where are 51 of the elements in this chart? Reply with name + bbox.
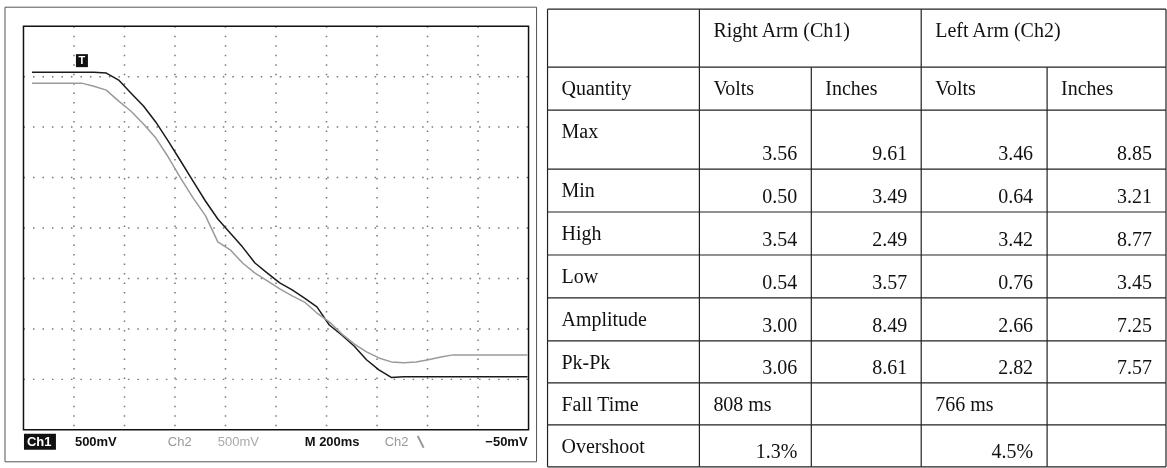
text: Volts xyxy=(713,77,755,100)
text: Low xyxy=(561,264,599,287)
text: High xyxy=(561,221,602,244)
text: 0.64 xyxy=(998,185,1034,208)
text: Inches xyxy=(1061,77,1114,100)
text: 500mV xyxy=(217,433,260,449)
text: Left Arm (Ch2) xyxy=(935,19,1061,42)
text: Inches xyxy=(825,77,878,100)
text: 8.49 xyxy=(872,313,908,336)
text: 1.3% xyxy=(755,439,798,462)
text: 7.25 xyxy=(1117,313,1153,336)
text: 3.49 xyxy=(872,185,908,208)
text: 8.77 xyxy=(1117,227,1153,250)
text: 808 ms xyxy=(713,392,772,415)
text: 3.00 xyxy=(762,313,798,336)
text: Quantity xyxy=(561,77,632,100)
text: 3.56 xyxy=(762,142,798,165)
text: Amplitude xyxy=(561,307,647,330)
text: 2.66 xyxy=(998,313,1034,336)
text: Max xyxy=(561,120,599,143)
text: Right Arm (Ch1) xyxy=(713,19,850,42)
text: 0.54 xyxy=(762,270,798,293)
text: Ch1 xyxy=(26,433,52,449)
text: 4.5% xyxy=(991,439,1034,462)
text: 3.46 xyxy=(998,142,1034,165)
text: Volts xyxy=(935,77,976,100)
text: M 200ms xyxy=(304,433,360,449)
text: 3.06 xyxy=(762,355,798,378)
text: 7.57 xyxy=(1117,355,1153,378)
text: 0.50 xyxy=(762,185,798,208)
text: Pk-Pk xyxy=(561,350,611,373)
text: 2.82 xyxy=(998,355,1034,378)
text: Min xyxy=(561,179,595,202)
text: 8.85 xyxy=(1117,142,1153,165)
text: Fall Time xyxy=(561,392,639,415)
text: 9.61 xyxy=(872,142,908,165)
text: Overshoot xyxy=(561,434,645,457)
text: 8.61 xyxy=(872,355,908,378)
text: 3.57 xyxy=(872,270,908,293)
text: 500mV xyxy=(74,433,118,449)
text: Ch2 xyxy=(167,433,192,449)
legend-label: Ch2 xyxy=(384,433,409,449)
text: 3.21 xyxy=(1117,185,1153,208)
text: 766 ms xyxy=(935,392,994,415)
text: 0.76 xyxy=(998,270,1034,293)
text: 3.42 xyxy=(998,227,1034,250)
text: 3.45 xyxy=(1117,270,1153,293)
text: 2.49 xyxy=(872,227,908,250)
text: −50mV xyxy=(485,433,528,449)
text: T xyxy=(78,53,86,66)
text: 3.54 xyxy=(762,227,798,250)
